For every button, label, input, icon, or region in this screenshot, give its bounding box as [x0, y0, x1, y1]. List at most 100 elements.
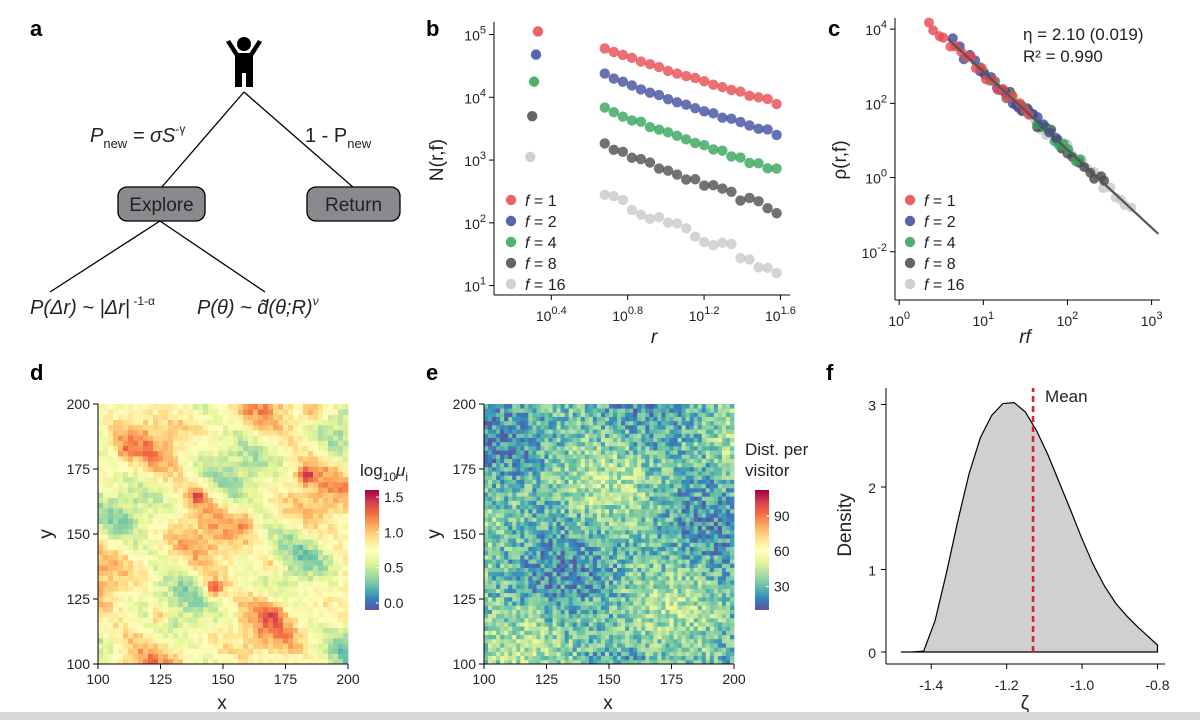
heat-cell [596, 655, 602, 661]
heat-cell [313, 450, 319, 457]
heat-cell [536, 517, 541, 522]
heat-cell [592, 529, 598, 535]
heat-cell [548, 529, 553, 535]
heat-cell [617, 617, 622, 623]
heat-cell [568, 521, 574, 527]
heat-cell [133, 575, 139, 582]
heat-cell [665, 605, 670, 610]
heat-cell [148, 596, 154, 602]
heat-cell [600, 584, 606, 589]
heat-cell [258, 450, 264, 457]
heat-cell [492, 630, 497, 636]
heat-cell [173, 544, 179, 550]
heat-cell [613, 584, 618, 589]
data-point [690, 231, 701, 242]
heat-cell [629, 575, 634, 581]
heat-cell [564, 596, 570, 602]
heat-cell [268, 404, 274, 410]
heat-cell [113, 466, 119, 472]
heat-cell [143, 601, 149, 608]
y-tick-label: 103 [464, 150, 486, 169]
heat-cell [268, 648, 274, 654]
heat-cell [178, 534, 184, 540]
legend-marker [505, 194, 517, 206]
heat-cell [580, 534, 586, 539]
heat-cell [697, 575, 703, 581]
heat-cell [697, 542, 703, 547]
heat-cell [158, 575, 164, 582]
heat-cell [580, 521, 586, 527]
heat-cell [540, 592, 545, 598]
heat-cell [208, 658, 214, 665]
heat-cell [484, 609, 489, 615]
heat-cell [693, 613, 699, 619]
heat-cell [500, 647, 505, 652]
heat-cell [641, 542, 646, 547]
data-point [662, 94, 674, 105]
heat-cell [701, 588, 707, 594]
heat-cell [238, 435, 244, 441]
heat-cell [693, 655, 699, 661]
heat-cell [173, 513, 179, 519]
heat-cell [173, 534, 179, 540]
heat-cell [657, 601, 662, 606]
heat-cell [143, 466, 149, 472]
heat-cell [725, 592, 731, 598]
heat-cell [133, 487, 139, 493]
heat-cell [148, 606, 154, 613]
heat-cell [318, 518, 324, 524]
heat-cell [123, 523, 129, 530]
heat-cell [193, 591, 199, 597]
heat-cell [173, 497, 179, 504]
heat-cell [228, 523, 234, 530]
heat-cell [98, 414, 104, 420]
heat-cell [123, 456, 129, 462]
heat-cell [576, 659, 582, 665]
heat-cell [500, 529, 505, 535]
heat-cell [303, 627, 309, 634]
heat-cell [657, 651, 662, 657]
heat-cell [308, 586, 314, 592]
heat-cell [218, 523, 224, 530]
heat-cell [516, 596, 521, 602]
heat-cell [278, 539, 284, 545]
heat-cell [243, 632, 249, 639]
heat-cell [637, 571, 642, 577]
heat-cell [293, 534, 299, 540]
heat-cell [568, 622, 574, 627]
heat-cell [637, 647, 642, 652]
heat-cell [153, 554, 159, 561]
data-point [626, 204, 638, 216]
heat-cell [729, 630, 735, 636]
heat-cell [548, 643, 553, 648]
heat-cell [298, 554, 304, 561]
heat-cell [273, 565, 279, 571]
heat-cell [512, 571, 517, 577]
heat-cell [273, 508, 279, 514]
heat-cell [625, 630, 630, 636]
heat-cell [123, 445, 129, 452]
heat-cell [677, 613, 682, 619]
heat-cell [629, 647, 634, 652]
heat-cell [103, 518, 109, 524]
heat-cell [188, 450, 194, 457]
heat-cell [253, 539, 259, 545]
heat-cell [524, 588, 529, 594]
heat-cell [153, 544, 159, 550]
heat-cell [168, 502, 174, 509]
heat-cell [173, 606, 179, 613]
heat-cell [637, 546, 642, 552]
heat-cell [613, 630, 618, 636]
heat-cell [103, 539, 109, 545]
heat-cell [298, 409, 304, 415]
heat-cell [268, 482, 274, 488]
heat-cell [657, 580, 662, 585]
heat-cell [604, 622, 610, 627]
heat-cell [512, 575, 517, 581]
heat-cell [118, 627, 124, 634]
heat-cell [645, 534, 650, 539]
heat-cell [118, 606, 124, 613]
heat-cell [293, 471, 299, 478]
data-point [717, 237, 728, 248]
heat-cell [548, 622, 553, 627]
